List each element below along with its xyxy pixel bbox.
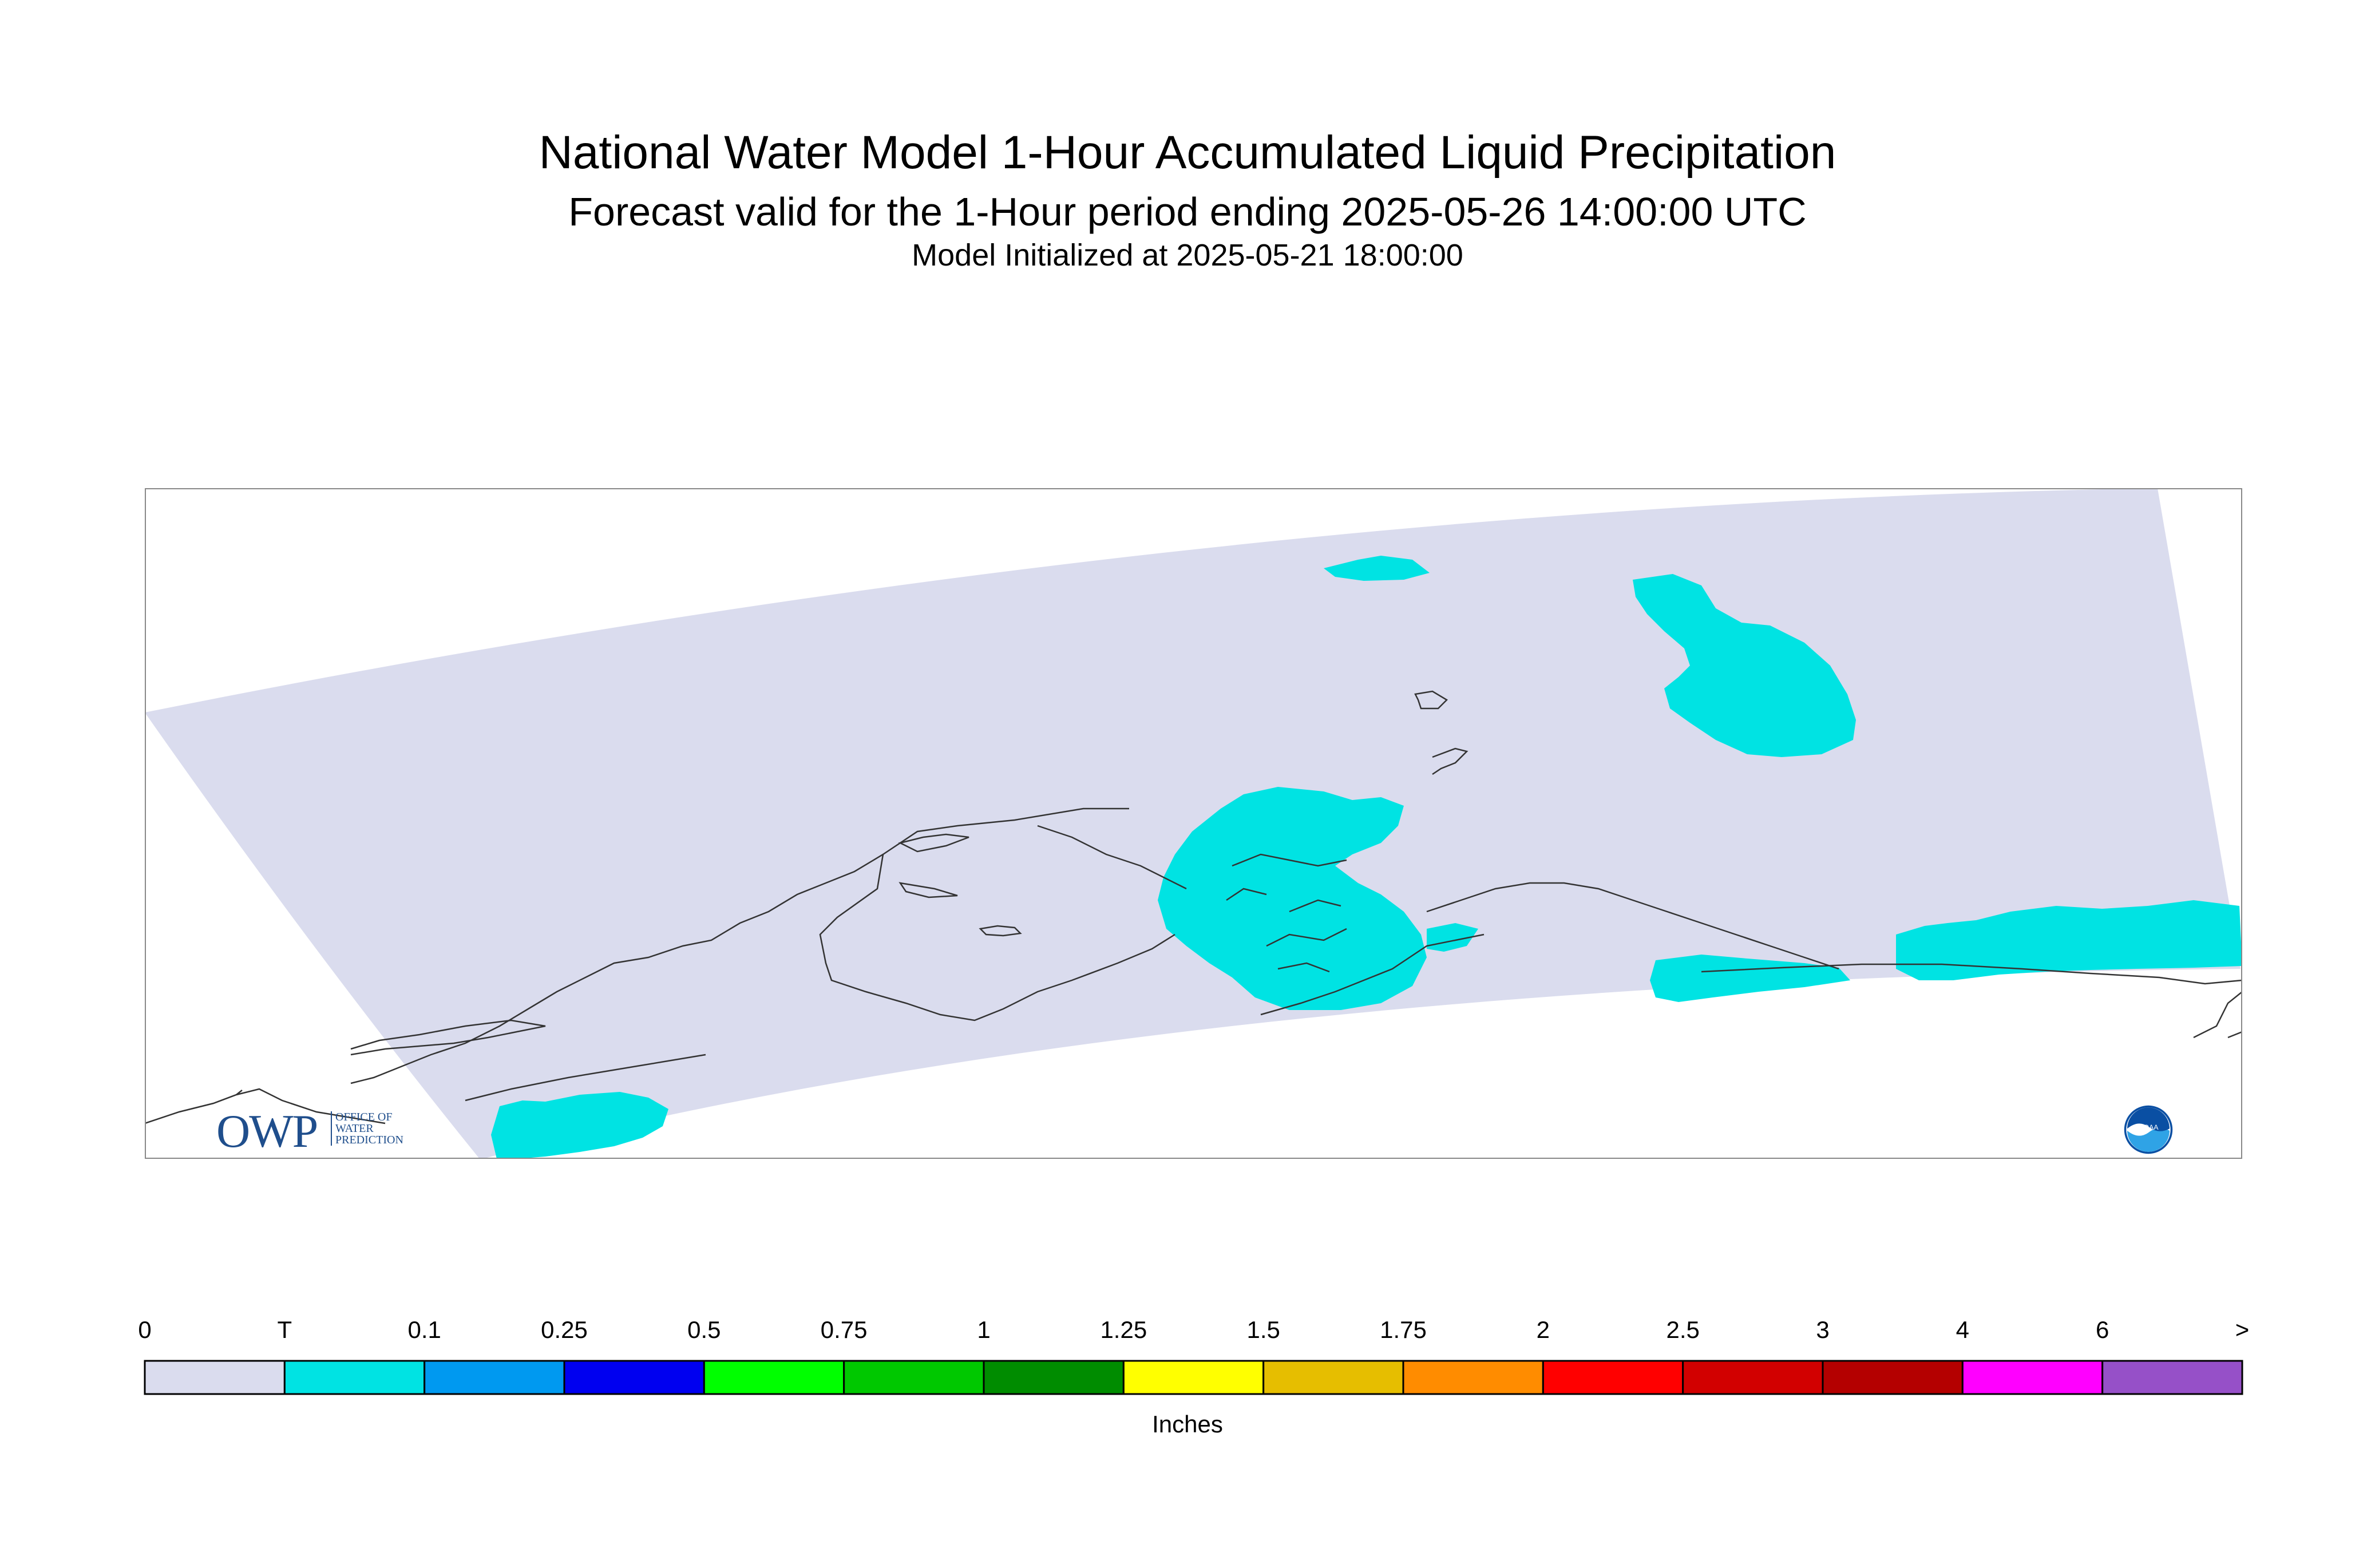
legend-box-1 [283,1360,426,1395]
legend-box-6 [983,1360,1125,1395]
precip-areas [491,556,2242,1159]
coast-far-east [2193,991,2242,1039]
legend-tick-label: 2 [1536,1316,1550,1343]
coast-small-island-north [1414,690,1448,710]
legend-tick-label: 0.25 [541,1316,588,1343]
precip-area-central-tail [1427,923,1478,952]
coast-west-bay [465,1054,706,1102]
legend-tick-label: 0.1 [407,1316,441,1343]
map-subtitle: Forecast valid for the 1-Hour period end… [568,189,1807,234]
legend-tick-label: 0.5 [687,1316,721,1343]
legend-box-0 [144,1360,286,1395]
coast-small-island-2 [1432,747,1468,775]
coast-peninsula-east [1037,825,1187,890]
coast-lake-3 [898,882,958,898]
precip-area-east [1896,900,2242,980]
legend-box-9 [1402,1360,1544,1395]
owp-logo-line-3: PREDICTION [335,1134,403,1146]
legend-box-10 [1542,1360,1684,1395]
legend-tick-label: 2.5 [1666,1316,1700,1343]
legend-tick-label: 6 [2095,1316,2109,1343]
coast-east-line [1701,963,2242,985]
legend-box-5 [843,1360,985,1395]
owp-logo-text: OFFICE OF WATER PREDICTION [331,1111,403,1146]
legend-tick-label: 0.75 [820,1316,868,1343]
owp-logo-word: OWP [216,1105,318,1157]
precipitation-map [145,488,2242,1159]
coast-lake-1 [979,925,1022,937]
coast-southwest [145,1088,386,1124]
noaa-logo-word: NOAA [2139,1123,2159,1131]
legend-units-label: Inches [1152,1411,1223,1438]
coast-west-strait [350,1019,546,1056]
legend-boxes [144,1360,2243,1395]
legend-box-3 [563,1360,705,1395]
precip-area-north [1324,556,1430,581]
legend-box-11 [1682,1360,1824,1395]
legend-box-4 [703,1360,845,1395]
legend-tick-label: > [2235,1316,2250,1343]
coastlines [145,690,2242,1124]
legend-tick-labels: 0 T 0.1 0.25 0.5 0.75 1 1.25 1.5 1.75 2 2.5 3 4 6 > [0,1316,2375,1351]
coast-inlet [819,854,1175,1021]
map-title: National Water Model 1-Hour Accumulated … [539,126,1836,179]
coast-islands-central [1226,853,1347,973]
noaa-logo: NOAA [2124,1105,2173,1154]
model-init-label: Model Initialized at 2025-05-21 18:00:00 [912,238,1463,272]
legend-tick-label: 1 [977,1316,991,1343]
legend-box-14 [2101,1360,2243,1395]
precip-area-northeast [1633,574,1856,757]
legend-box-12 [1822,1360,1964,1395]
coast-mainland-south [350,807,1129,1084]
legend-tick-label: 1.25 [1100,1316,1147,1343]
legend-tick-label: 3 [1816,1316,1830,1343]
coast-east-shore [1426,882,1839,970]
coast-central-south [1260,933,1485,1016]
legend-tick-label: 1.5 [1246,1316,1280,1343]
coast-lake-2 [898,833,969,853]
legend-tick-label: 0 [138,1316,152,1343]
legend-box-13 [1961,1360,2104,1395]
legend-tick-label: 4 [1956,1316,1970,1343]
owp-logo-line-2: WATER [335,1122,374,1135]
owp-logo: OWP OFFICE OF WATER PREDICTION [216,1104,403,1158]
legend-box-8 [1262,1360,1404,1395]
map-frame [145,488,2242,1159]
legend-box-7 [1122,1360,1265,1395]
legend-tick-label: T [277,1316,292,1343]
legend-tick-label: 1.75 [1380,1316,1427,1343]
precip-area-southwest [491,1092,668,1159]
precip-area-central [1158,787,1427,1010]
owp-logo-line-1: OFFICE OF [335,1111,393,1123]
legend-box-2 [423,1360,565,1395]
